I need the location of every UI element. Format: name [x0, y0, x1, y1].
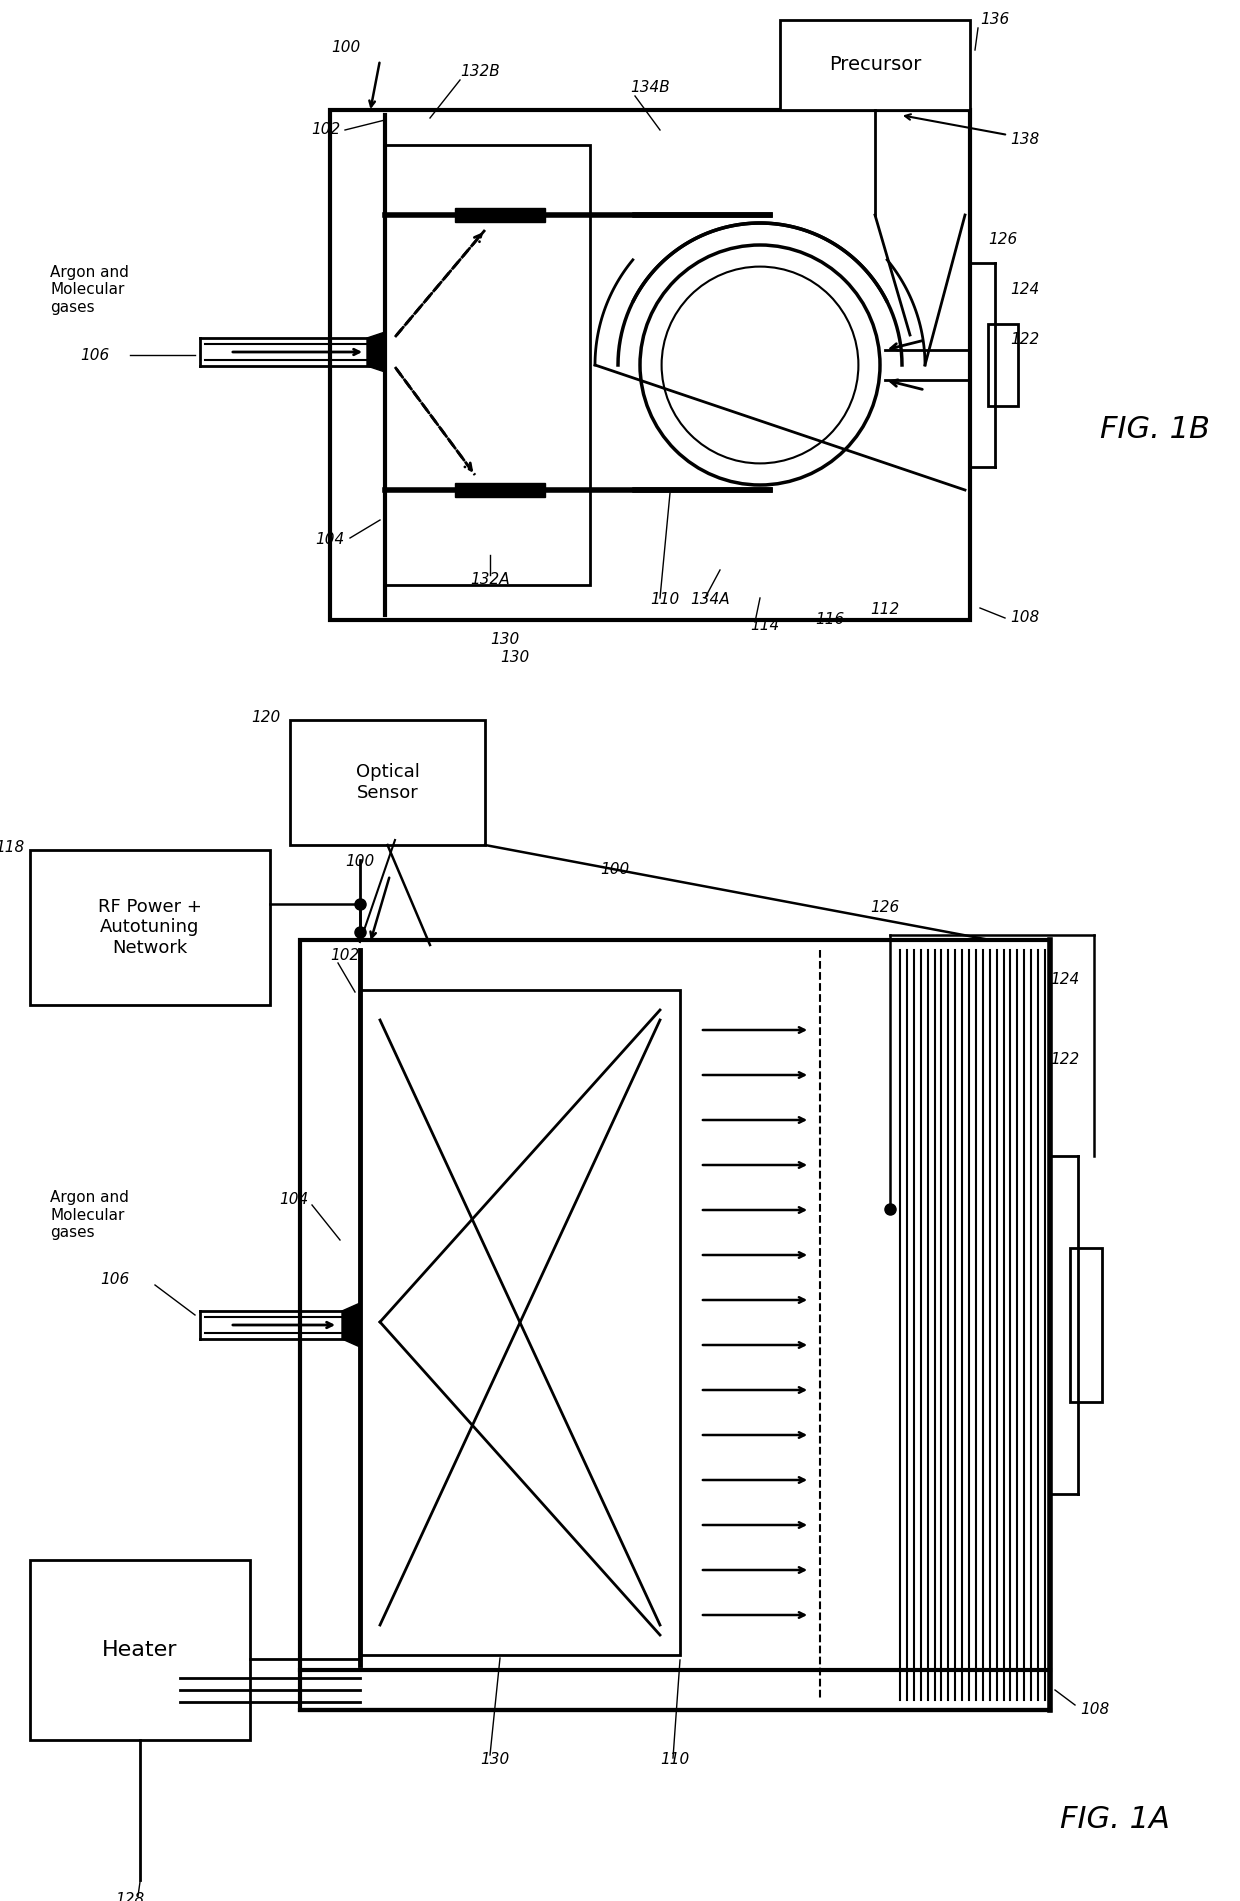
- Text: 122: 122: [1050, 1053, 1079, 1068]
- Text: 128: 128: [115, 1893, 144, 1901]
- Text: 118: 118: [0, 840, 25, 855]
- Bar: [290, 720, 485, 846]
- Text: 136: 136: [980, 13, 1009, 27]
- Text: 102: 102: [311, 122, 340, 137]
- Text: 126: 126: [988, 232, 1017, 247]
- Text: 124: 124: [1011, 283, 1039, 297]
- Bar: [384, 144, 590, 586]
- Bar: [988, 325, 1018, 405]
- Text: 130: 130: [490, 633, 520, 648]
- Bar: [1070, 1247, 1102, 1403]
- Text: 106: 106: [81, 348, 109, 363]
- Text: 130: 130: [480, 1753, 510, 1768]
- Text: 114: 114: [750, 618, 779, 633]
- Text: 104: 104: [279, 1192, 308, 1207]
- Text: 130: 130: [500, 650, 529, 665]
- Text: Argon and
Molecular
gases: Argon and Molecular gases: [50, 1190, 129, 1239]
- Polygon shape: [455, 483, 546, 496]
- Bar: [30, 850, 270, 1006]
- Text: 116: 116: [815, 612, 844, 627]
- Text: 132A: 132A: [470, 572, 510, 587]
- Text: RF Power +
Autotuning
Network: RF Power + Autotuning Network: [98, 897, 202, 958]
- Text: 100: 100: [331, 40, 360, 55]
- Text: 122: 122: [1011, 333, 1039, 348]
- Text: FIG. 1A: FIG. 1A: [1060, 1806, 1169, 1834]
- Bar: [360, 990, 680, 1656]
- Text: 112: 112: [870, 603, 899, 618]
- Text: FIG. 1B: FIG. 1B: [1100, 416, 1210, 445]
- Polygon shape: [455, 207, 546, 222]
- Bar: [300, 939, 1050, 1711]
- Text: 126: 126: [870, 901, 899, 916]
- Text: 134A: 134A: [689, 593, 729, 608]
- Polygon shape: [367, 333, 384, 373]
- Text: 104: 104: [316, 532, 345, 547]
- Text: 124: 124: [1050, 973, 1079, 987]
- Text: 100: 100: [346, 855, 374, 869]
- Text: 120: 120: [250, 711, 280, 726]
- Text: 100: 100: [600, 863, 629, 878]
- Bar: [30, 1561, 250, 1739]
- Polygon shape: [342, 1302, 360, 1348]
- Text: Optical
Sensor: Optical Sensor: [356, 762, 419, 802]
- Text: Argon and
Molecular
gases: Argon and Molecular gases: [50, 264, 129, 316]
- Text: 108: 108: [1080, 1703, 1110, 1717]
- Text: 110: 110: [660, 1753, 689, 1768]
- Text: 108: 108: [1011, 610, 1039, 625]
- Text: 138: 138: [1011, 133, 1039, 148]
- Bar: [780, 21, 970, 110]
- Text: 134B: 134B: [630, 80, 670, 95]
- Text: 132B: 132B: [460, 65, 500, 80]
- Text: 110: 110: [650, 593, 680, 608]
- Text: 102: 102: [330, 947, 360, 962]
- Bar: [330, 110, 970, 620]
- Text: Heater: Heater: [102, 1641, 177, 1660]
- Text: Precursor: Precursor: [828, 55, 921, 74]
- Text: 106: 106: [100, 1272, 129, 1287]
